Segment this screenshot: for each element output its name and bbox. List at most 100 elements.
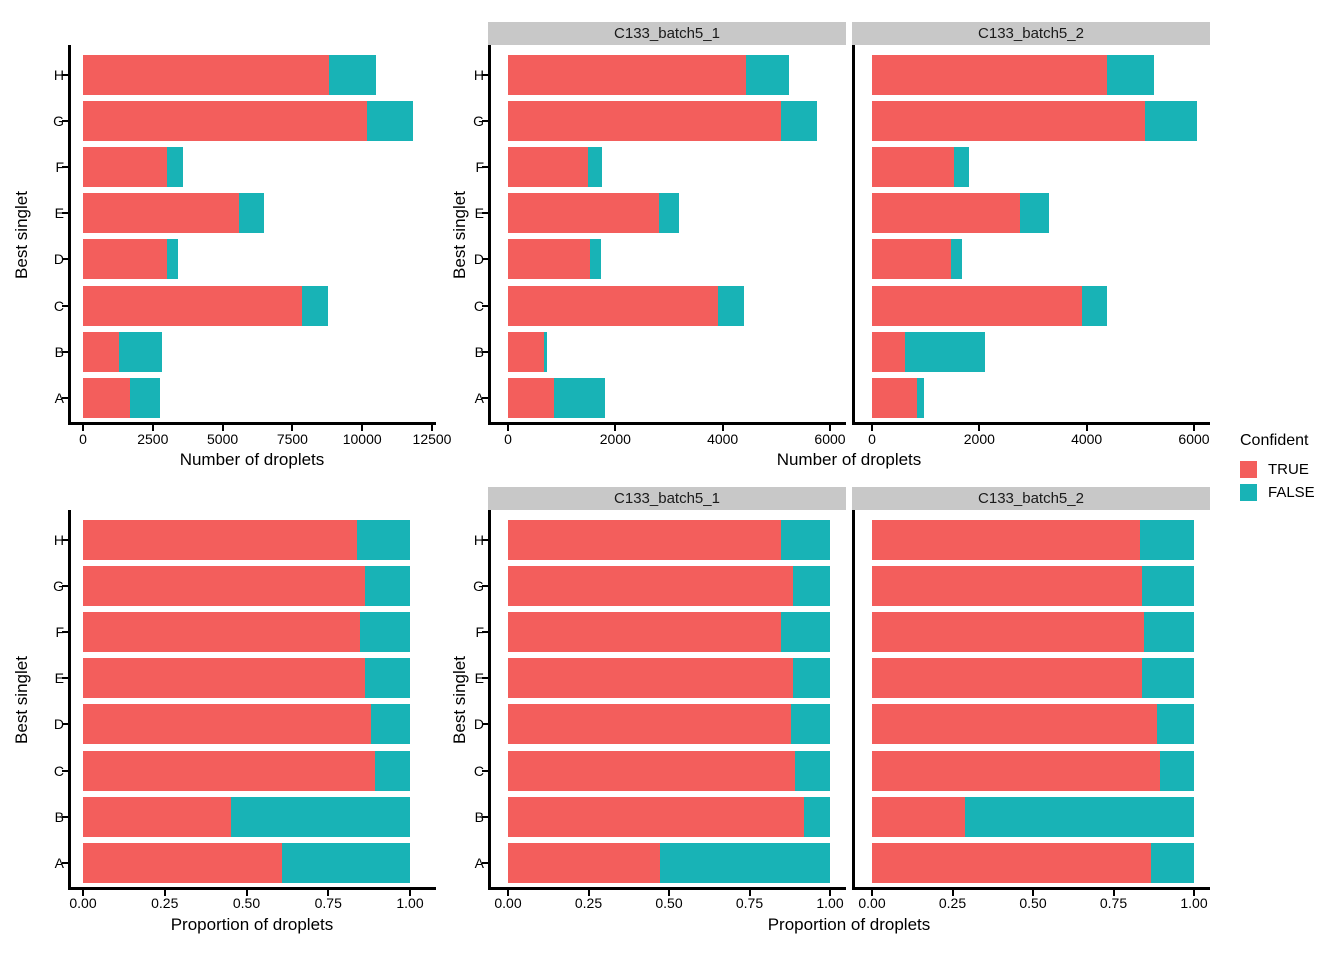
x-axis-title-proportion-facets: Proportion of droplets [767, 915, 931, 934]
x-tick-mark [668, 890, 670, 896]
bar-segment-false-A [129, 377, 161, 418]
x-tick-label: 0.50 [655, 895, 683, 911]
bar-segment-false-A [1150, 842, 1194, 883]
x-tick-mark [361, 425, 364, 431]
bar-segment-false-E [1142, 658, 1194, 699]
legend-swatch-true [1240, 461, 1257, 478]
x-tick-label: 4000 [707, 431, 739, 447]
bar-segment-false-E [659, 193, 680, 234]
bar-segment-false-G [367, 101, 413, 142]
y-axis-title-bottom-middle: Best singlet [450, 656, 469, 744]
bar-segment-true-F [872, 611, 1145, 652]
x-tick-mark [245, 890, 248, 896]
bar-segment-false-F [359, 611, 410, 652]
y-tick-label-E: E [54, 670, 64, 687]
bar-segment-false-C [301, 285, 328, 326]
bar-segment-false-D [791, 704, 830, 745]
y-tick-label-G: G [473, 577, 484, 594]
x-tick-label: 6000 [814, 431, 846, 447]
bar-segment-true-H [83, 519, 358, 560]
x-tick-label: 2000 [963, 431, 995, 447]
x-axis-spine [852, 887, 1210, 890]
bar-segment-false-F [167, 147, 183, 188]
x-tick-mark [82, 890, 84, 896]
bar-segment-false-B [904, 331, 985, 372]
y-tick-mark [62, 769, 68, 772]
x-tick-mark [614, 425, 617, 431]
x-tick-label: 6000 [1178, 431, 1210, 447]
y-tick-mark [482, 166, 488, 169]
legend: Confident TRUE FALSE [1240, 432, 1315, 507]
bar-segment-true-B [872, 331, 905, 372]
bar-segment-false-D [166, 239, 178, 280]
x-tick-label: 0.00 [69, 895, 97, 911]
x-axis-spine [488, 887, 846, 890]
y-axis-title-bottom-left: Best singlet [12, 656, 31, 744]
bar-segment-true-D [872, 239, 952, 280]
legend-swatch-false [1240, 484, 1257, 501]
bar-segment-false-F [587, 147, 603, 188]
bar-segment-false-E [792, 658, 830, 699]
y-tick-mark [62, 677, 68, 680]
x-axis-spine [852, 422, 1210, 425]
y-tick-label-F: F [475, 159, 484, 176]
bar-segment-true-D [508, 704, 792, 745]
y-tick-mark [482, 396, 488, 399]
y-tick-label-B: B [54, 808, 64, 825]
x-tick-mark [829, 890, 831, 896]
y-tick-label-B: B [54, 343, 64, 360]
x-tick-mark [871, 425, 873, 431]
legend-label-true: TRUE [1268, 461, 1309, 478]
y-tick-mark [482, 769, 488, 772]
y-tick-mark [62, 304, 68, 307]
facet-strip: C133_batch5_2 [852, 22, 1210, 45]
y-tick-mark [482, 350, 488, 353]
bar-segment-false-C [1160, 750, 1194, 791]
bar-segment-true-G [872, 101, 1146, 142]
x-tick-mark [409, 890, 411, 896]
x-tick-label: 0.00 [858, 895, 886, 911]
bar-segment-true-A [508, 842, 660, 883]
bar-segment-true-A [872, 377, 917, 418]
x-tick-mark [507, 425, 509, 431]
bar-segment-false-G [1142, 565, 1194, 606]
y-axis-title-top-middle: Best singlet [450, 191, 469, 279]
x-tick-mark [291, 425, 294, 431]
bar-segment-true-H [83, 55, 329, 95]
y-tick-mark [482, 584, 488, 587]
y-axis-spine [852, 45, 855, 425]
bar-segment-false-G [781, 101, 817, 142]
bar-segment-true-B [872, 796, 966, 837]
bar-segment-true-E [83, 658, 365, 699]
bar-segment-true-F [508, 611, 781, 652]
y-tick-label-D: D [53, 716, 64, 733]
y-tick-mark [62, 584, 68, 587]
bar-segment-true-E [872, 658, 1143, 699]
x-tick-mark [163, 890, 166, 896]
y-tick-mark [62, 630, 68, 633]
bar-segment-true-E [872, 193, 1021, 234]
x-tick-label: 0.75 [314, 895, 342, 911]
y-tick-mark [62, 166, 68, 169]
bar-segment-false-G [1145, 101, 1198, 142]
x-tick-mark [82, 425, 84, 431]
x-tick-mark [1193, 425, 1195, 431]
x-tick-label: 0.00 [494, 895, 522, 911]
bar-segment-true-H [508, 55, 746, 95]
legend-title: Confident [1240, 432, 1309, 449]
x-tick-label: 2500 [137, 431, 169, 447]
bar-segment-true-B [83, 331, 119, 372]
bar-segment-false-B [118, 331, 162, 372]
x-tick-mark [951, 890, 954, 896]
x-tick-mark [327, 890, 330, 896]
bar-segment-true-A [508, 377, 554, 418]
bar-segment-false-C [1082, 285, 1108, 326]
y-tick-label-G: G [53, 577, 64, 594]
x-tick-label: 0.25 [938, 895, 967, 911]
x-tick-label: 0.50 [232, 895, 261, 911]
x-tick-label: 4000 [1071, 431, 1103, 447]
x-tick-label: 1.00 [1180, 895, 1208, 911]
x-tick-mark [1112, 890, 1115, 896]
y-axis-title-top-left: Best singlet [12, 191, 31, 279]
y-tick-mark [62, 538, 68, 541]
